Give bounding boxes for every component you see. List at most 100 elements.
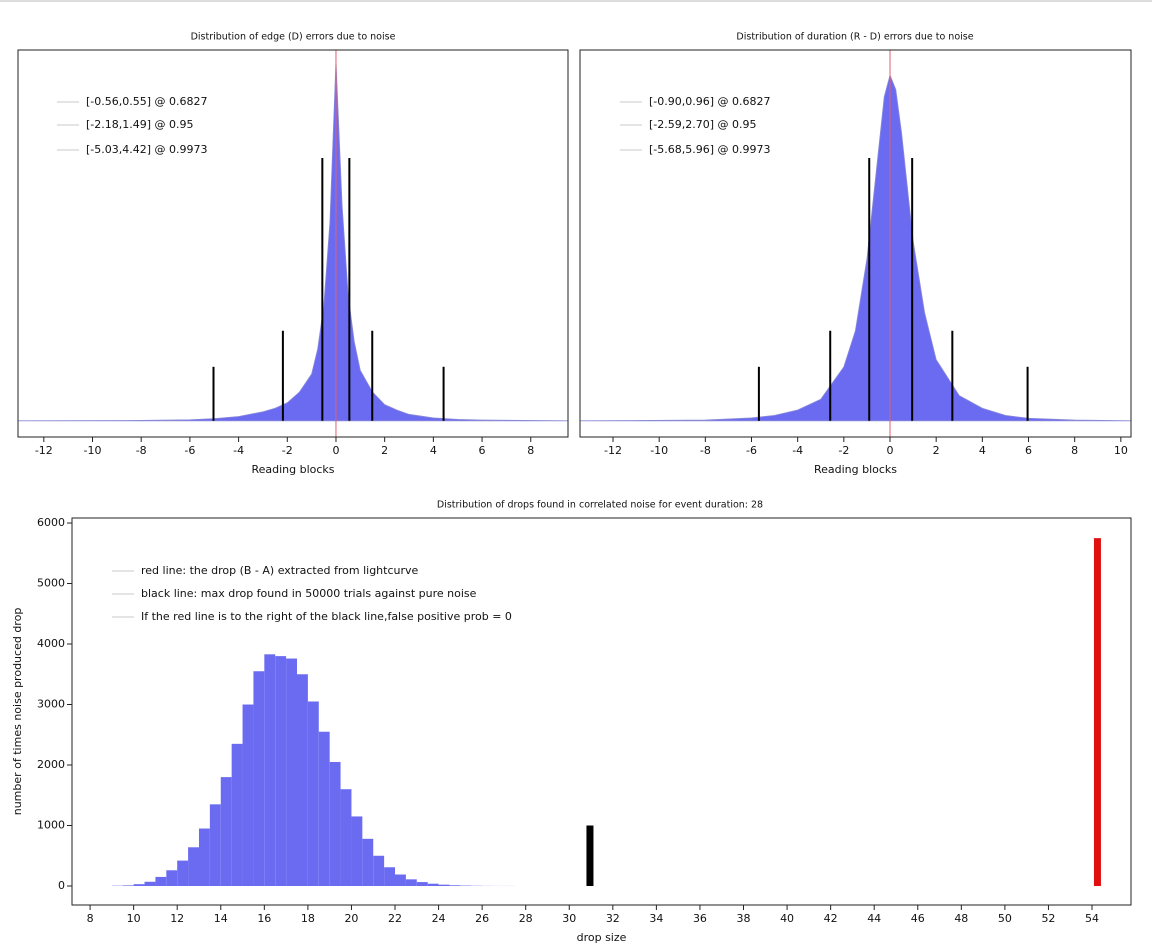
x-tick-label: -8 xyxy=(700,444,711,457)
histogram-bar xyxy=(449,885,461,887)
x-tick-label: 50 xyxy=(998,912,1012,925)
x-tick-label: -12 xyxy=(35,444,53,457)
legend-label: [-0.56,0.55] @ 0.6827 xyxy=(86,95,208,108)
histogram-bar xyxy=(318,731,330,887)
histogram-bar xyxy=(242,704,254,887)
x-tick-label: 8 xyxy=(1071,444,1078,457)
y-tick-label: 0 xyxy=(58,879,65,892)
x-tick-label: 16 xyxy=(257,912,271,925)
legend-label: [-5.03,4.42] @ 0.9973 xyxy=(86,143,208,156)
x-tick-label: 6 xyxy=(1025,444,1032,457)
distribution-area xyxy=(579,73,1132,422)
plot-frame xyxy=(71,517,1132,906)
x-tick-label: -10 xyxy=(84,444,102,457)
x-tick-label: 8 xyxy=(527,444,534,457)
histogram-bar xyxy=(373,855,385,887)
x-tick-label: 18 xyxy=(301,912,315,925)
legend-label: black line: max drop found in 50000 tria… xyxy=(141,587,477,600)
x-axis-label: Reading blocks xyxy=(251,463,334,476)
histogram-bar xyxy=(416,882,428,887)
histogram-bar xyxy=(307,701,319,887)
x-tick-label: 2 xyxy=(933,444,940,457)
y-tick-label: 1000 xyxy=(37,819,65,832)
histogram-bar xyxy=(395,874,406,887)
x-tick-label: 0 xyxy=(332,444,339,457)
x-tick-label: 52 xyxy=(1041,912,1055,925)
x-tick-label: 44 xyxy=(867,912,881,925)
histogram-bar xyxy=(286,658,297,887)
histogram-bar xyxy=(427,883,439,887)
histogram-bar xyxy=(340,789,352,887)
x-tick-label: 46 xyxy=(911,912,925,925)
x-tick-label: 20 xyxy=(344,912,358,925)
x-tick-label: -4 xyxy=(233,444,244,457)
y-tick-label: 4000 xyxy=(37,637,65,650)
legend-label: If the red line is to the right of the b… xyxy=(141,610,512,623)
x-tick-label: 6 xyxy=(479,444,486,457)
x-tick-label: 54 xyxy=(1085,912,1099,925)
histogram-bar xyxy=(329,761,341,887)
x-tick-label: 8 xyxy=(87,912,94,925)
x-tick-label: 30 xyxy=(562,912,576,925)
histogram-bar xyxy=(155,876,167,887)
x-tick-label: 38 xyxy=(737,912,751,925)
histogram-bar xyxy=(253,671,265,887)
x-tick-label: 10 xyxy=(1114,444,1128,457)
y-tick-label: 3000 xyxy=(37,698,65,711)
y-axis-label: number of times noise produced drop xyxy=(11,608,24,816)
histogram-bar xyxy=(144,881,156,887)
legend-label: red line: the drop (B - A) extracted fro… xyxy=(141,564,419,577)
histogram-bar xyxy=(362,838,374,887)
histogram-bar xyxy=(351,816,363,887)
histogram-bar xyxy=(275,656,287,887)
histogram-bar xyxy=(264,654,276,887)
histogram-bar xyxy=(384,867,396,887)
plot-frame xyxy=(579,49,1132,438)
x-tick-label: 10 xyxy=(127,912,141,925)
x-tick-label: -6 xyxy=(746,444,757,457)
x-tick-label: -12 xyxy=(604,444,622,457)
legend-label: [-0.90,0.96] @ 0.6827 xyxy=(649,95,771,108)
chart-title: Distribution of edge (D) errors due to n… xyxy=(191,32,396,43)
histogram-bar xyxy=(438,884,450,887)
histogram-bar xyxy=(133,884,145,887)
x-tick-label: 34 xyxy=(649,912,663,925)
x-tick-label: 24 xyxy=(432,912,446,925)
y-tick-label: 6000 xyxy=(37,516,65,529)
x-tick-label: 26 xyxy=(475,912,489,925)
histogram-bar xyxy=(209,804,221,887)
legend-label: [-5.68,5.96] @ 0.9973 xyxy=(649,143,771,156)
legend-label: [-2.18,1.49] @ 0.95 xyxy=(86,118,194,131)
x-axis-label: Reading blocks xyxy=(814,463,897,476)
black-line xyxy=(586,825,594,887)
x-tick-label: 48 xyxy=(954,912,968,925)
plot-frame xyxy=(17,49,569,438)
x-tick-label: -10 xyxy=(650,444,668,457)
chart-title: Distribution of drops found in correlate… xyxy=(437,500,763,511)
x-tick-label: -2 xyxy=(282,444,293,457)
x-tick-label: 14 xyxy=(214,912,228,925)
x-tick-label: 32 xyxy=(606,912,620,925)
x-axis-label: drop size xyxy=(577,931,627,944)
histogram-bar xyxy=(220,777,232,887)
x-tick-label: 28 xyxy=(519,912,533,925)
histogram-bar xyxy=(166,870,178,887)
x-tick-label: -6 xyxy=(184,444,195,457)
histogram-bar xyxy=(296,674,308,887)
histogram-bar xyxy=(177,860,189,887)
x-tick-label: 42 xyxy=(824,912,838,925)
x-tick-label: 36 xyxy=(693,912,707,925)
x-tick-label: 22 xyxy=(388,912,402,925)
red-line xyxy=(1093,538,1101,887)
histogram-bar xyxy=(231,743,243,887)
histogram-bar xyxy=(405,879,417,887)
x-tick-label: 4 xyxy=(430,444,437,457)
x-tick-label: -8 xyxy=(136,444,147,457)
legend-label: [-2.59,2.70] @ 0.95 xyxy=(649,118,757,131)
x-tick-label: -4 xyxy=(792,444,803,457)
histogram-bar xyxy=(188,847,199,887)
x-tick-label: 12 xyxy=(170,912,184,925)
chart-title: Distribution of duration (R - D) errors … xyxy=(736,32,973,43)
